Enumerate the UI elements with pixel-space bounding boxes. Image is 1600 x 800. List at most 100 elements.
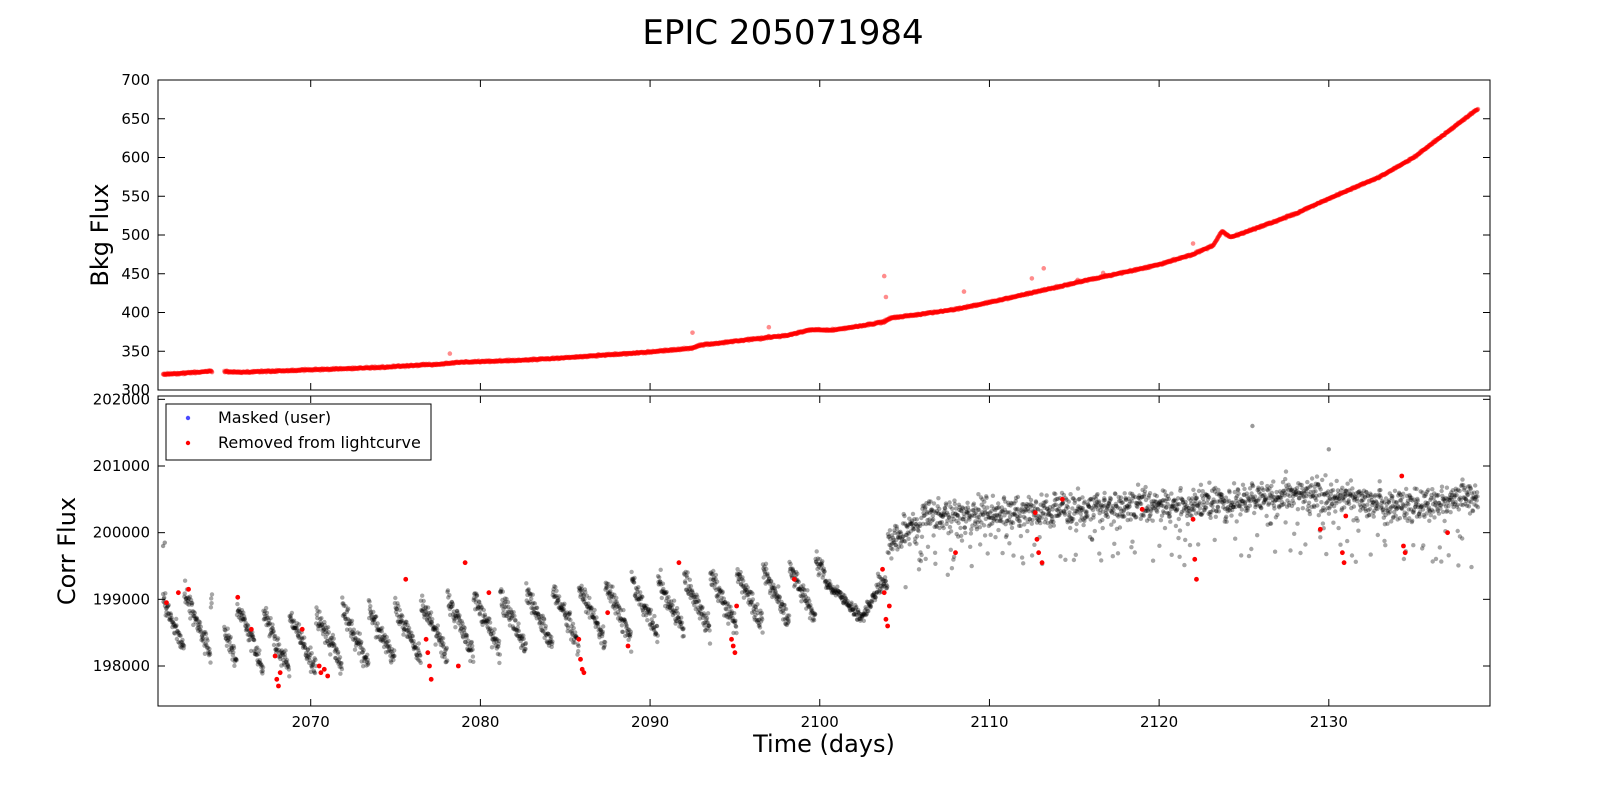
bkg-flux-point <box>240 369 245 375</box>
bkg-flux-point <box>289 368 295 374</box>
bkg-flux-point <box>224 369 229 375</box>
bkg-flux-point <box>307 367 313 372</box>
bkg-flux-point <box>384 364 389 370</box>
bkg-flux-point <box>369 365 375 371</box>
bkg-flux-point <box>230 369 235 375</box>
bkg-flux-point <box>399 363 405 369</box>
bkg-flux-point <box>405 363 410 368</box>
bkg-flux-point <box>281 368 287 373</box>
bkg-flux-point <box>161 372 166 377</box>
corr-flux-point <box>400 614 405 619</box>
bkg-flux-point <box>174 371 179 376</box>
bkg-flux-marks <box>160 106 1481 378</box>
corr-flux-point <box>339 661 344 666</box>
bkg-flux-point <box>256 369 262 374</box>
corr-flux-point <box>392 648 397 653</box>
bkg-flux-point <box>208 368 214 374</box>
corr-flux-point <box>516 621 521 626</box>
bkg-flux-point <box>190 371 195 376</box>
bkg-flux-point <box>232 369 238 375</box>
bkg-flux-point <box>232 369 237 374</box>
corr-flux-point <box>576 643 581 649</box>
bkg-flux-point <box>369 364 375 370</box>
bkg-flux-point <box>408 363 413 368</box>
bkg-flux-point <box>280 369 285 374</box>
bkg-flux-point <box>360 365 366 371</box>
bkg-flux-point <box>192 370 198 376</box>
bkg-flux-point <box>160 372 166 377</box>
bkg-flux-point <box>304 367 309 373</box>
bkg-flux-point <box>338 367 344 372</box>
bkg-flux-point <box>351 366 357 371</box>
bkg-flux-point <box>178 370 184 376</box>
bkg-flux-point <box>179 370 184 376</box>
bkg-flux-point <box>176 371 181 376</box>
bkg-flux-point <box>195 370 200 375</box>
bkg-flux-ytick-label: 700 <box>121 71 150 89</box>
bkg-flux-point <box>359 366 365 371</box>
bkg-flux-point <box>234 369 240 375</box>
bkg-flux-point <box>359 365 364 371</box>
bkg-flux-point <box>322 367 328 372</box>
bkg-flux-point <box>371 365 377 371</box>
bkg-flux-point <box>225 368 230 374</box>
corr-flux-point <box>561 607 567 612</box>
bkg-flux-point <box>384 364 390 369</box>
corr-flux-point <box>600 629 605 634</box>
bkg-flux-point <box>405 364 411 369</box>
corr-flux-point <box>587 595 592 601</box>
bkg-flux-point <box>374 365 380 370</box>
bkg-flux-point <box>253 369 258 374</box>
bkg-flux-point <box>281 368 286 373</box>
corr-flux-point <box>203 631 209 637</box>
bkg-flux-point <box>332 367 337 372</box>
corr-flux-xtick-label: 2080 <box>461 713 499 731</box>
bkg-flux-point <box>336 367 342 372</box>
corr-flux-ytick-label: 199000 <box>93 590 150 608</box>
bkg-flux-point <box>288 368 294 373</box>
bkg-flux-point <box>383 365 389 370</box>
bkg-flux-point <box>380 365 386 371</box>
bkg-flux-point <box>358 365 364 370</box>
bkg-flux-point <box>321 366 327 372</box>
bkg-flux-point <box>226 370 232 375</box>
corr-flux-point <box>549 634 554 640</box>
bkg-flux-point <box>345 365 351 371</box>
bkg-flux-point <box>203 369 208 375</box>
bkg-flux-point <box>258 369 263 375</box>
bkg-flux-point <box>203 368 209 374</box>
bkg-flux-point <box>270 368 275 374</box>
bkg-flux-point <box>397 363 402 369</box>
bkg-flux-point <box>294 368 300 374</box>
bkg-flux-point <box>291 367 296 373</box>
bkg-flux-point <box>364 364 369 370</box>
bkg-flux-point <box>199 369 205 374</box>
bkg-flux-point <box>318 367 323 372</box>
corr-flux-point <box>534 605 540 610</box>
corr-flux-point <box>287 674 292 679</box>
bkg-flux-point <box>202 368 208 374</box>
corr-flux-point <box>425 605 431 610</box>
bkg-flux-point <box>339 367 344 372</box>
bkg-flux-point <box>301 367 306 373</box>
bkg-flux-point <box>200 369 205 375</box>
bkg-flux-point <box>311 366 317 372</box>
bkg-flux-point <box>265 368 270 374</box>
bkg-flux-point <box>398 364 404 369</box>
bkg-flux-point <box>229 369 235 375</box>
bkg-flux-point <box>400 363 406 368</box>
bkg-flux-point <box>270 368 276 373</box>
bkg-flux-point <box>243 370 248 375</box>
bkg-flux-point <box>301 368 307 374</box>
bkg-flux-point <box>362 365 368 370</box>
bkg-flux-point <box>205 369 211 375</box>
corr-flux-point <box>331 636 336 641</box>
bkg-flux-point <box>353 365 358 371</box>
bkg-flux-point <box>330 367 335 372</box>
corr-flux-point <box>340 595 345 600</box>
bkg-flux-point <box>398 364 404 369</box>
corr-flux-point <box>469 639 474 645</box>
bkg-flux-point <box>400 364 405 369</box>
corr-flux-point <box>542 617 547 622</box>
corr-flux-point <box>397 607 402 613</box>
